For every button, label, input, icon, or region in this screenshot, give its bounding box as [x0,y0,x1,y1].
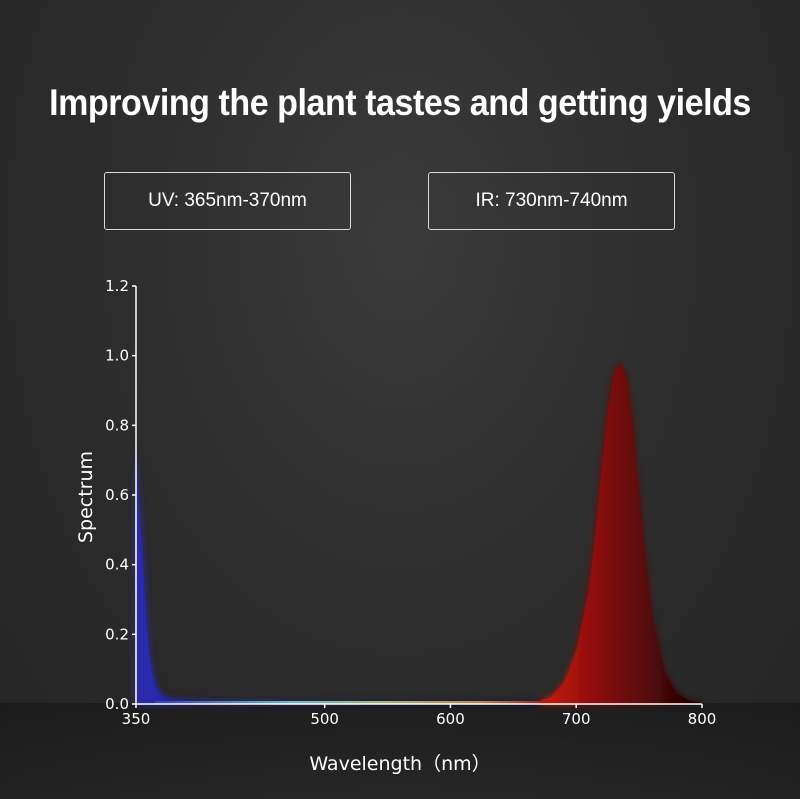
uv-range-label: UV: 365nm-370nm [148,190,307,211]
y-axis-title: Spectrum [75,451,97,543]
x-tick-label: 500 [310,710,339,728]
x-axis-title: Wavelength（nm） [309,753,490,775]
x-tick-label: 350 [122,710,151,728]
ir-range-label: IR: 730nm-740nm [475,190,628,211]
uv-peak-area [136,442,539,704]
floor-shadow [0,703,800,799]
y-tick-label: 1.0 [105,347,129,365]
uv-range-badge: UV: 365nm-370nm [104,172,351,230]
y-tick-label: 0.0 [105,695,129,713]
x-tick-label: 700 [562,710,591,728]
y-tick-label: 0.4 [105,556,129,574]
visible-baseline-band [154,701,539,704]
x-ticks: 350 500 600 700 800 [122,704,717,728]
spectrum-areas [136,362,702,704]
ir-peak-area [538,362,702,704]
y-tick-label: 0.2 [105,625,129,643]
x-tick-label: 600 [436,710,465,728]
y-ticks: 0.0 0.2 0.4 0.6 0.8 1.0 1.2 [105,277,136,713]
y-tick-label: 0.6 [105,486,129,504]
ir-range-badge: IR: 730nm-740nm [428,172,675,230]
y-tick-label: 0.8 [105,416,129,434]
page-title: Improving the plant tastes and getting y… [49,82,751,123]
x-tick-label: 800 [688,710,717,728]
y-tick-label: 1.2 [105,277,129,295]
